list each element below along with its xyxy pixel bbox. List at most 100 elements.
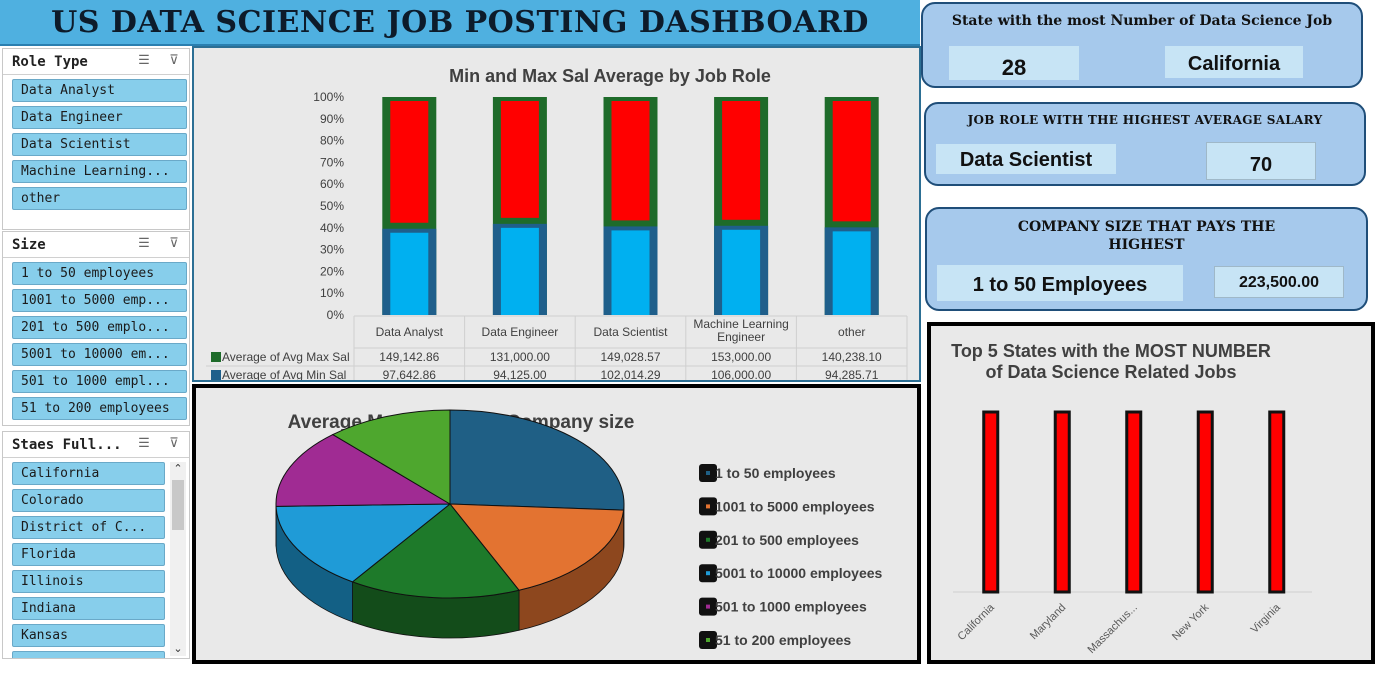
scroll-up-icon[interactable]: ⌃ bbox=[173, 463, 183, 475]
data-table-value: 149,142.86 bbox=[379, 350, 439, 364]
pie-slice bbox=[331, 409, 451, 505]
data-table-value: 131,000.00 bbox=[490, 350, 550, 364]
x-category-label: Data Scientist bbox=[593, 325, 668, 339]
slicer-item-colorado[interactable]: Colorado bbox=[12, 489, 165, 512]
slicer-title: Staes Full... bbox=[12, 437, 122, 453]
x-category-label: New York bbox=[1170, 601, 1212, 643]
state-bar bbox=[982, 410, 1000, 594]
slicer-header: Role Type ☰ ⊽ bbox=[3, 49, 189, 75]
legend-label: 1 to 50 employees bbox=[715, 465, 836, 481]
legend-label: 1001 to 5000 employees bbox=[715, 498, 875, 514]
slicer-title: Size bbox=[12, 237, 46, 253]
clear-filter-icon[interactable]: ⊽ bbox=[169, 236, 179, 251]
slicer-item-partial[interactable] bbox=[12, 651, 165, 658]
legend-swatch bbox=[211, 370, 221, 380]
slicer-item-data-analyst[interactable]: Data Analyst bbox=[12, 79, 187, 102]
y-tick-label: 10% bbox=[320, 286, 344, 300]
y-tick-label: 60% bbox=[320, 177, 344, 191]
bar-max-sal bbox=[832, 101, 871, 222]
multi-select-icon[interactable]: ☰ bbox=[138, 236, 150, 251]
data-table-value: 140,238.10 bbox=[822, 350, 882, 364]
clear-filter-icon[interactable]: ⊽ bbox=[169, 53, 179, 68]
scroll-down-icon[interactable]: ⌄ bbox=[173, 643, 183, 655]
y-tick-label: 0% bbox=[327, 308, 345, 322]
bar-max-sal bbox=[390, 101, 429, 223]
title-bar: US DATA SCIENCE JOB POSTING DASHBOARD bbox=[0, 0, 920, 46]
y-tick-label: 20% bbox=[320, 264, 344, 278]
slicer-item-indiana[interactable]: Indiana bbox=[12, 597, 165, 620]
data-table-value: 94,125.00 bbox=[493, 368, 547, 380]
slicer-item-illinois[interactable]: Illinois bbox=[12, 570, 165, 593]
slicer-item-other[interactable]: other bbox=[12, 187, 187, 210]
slicer-item-district-of-columbia[interactable]: District of C... bbox=[12, 516, 165, 539]
slicer-item-florida[interactable]: Florida bbox=[12, 543, 165, 566]
pie-slice bbox=[275, 503, 452, 583]
states-slicer: Staes Full... ☰ ⊽ California Colorado Di… bbox=[2, 431, 190, 659]
data-table-value: 106,000.00 bbox=[711, 368, 771, 380]
clear-filter-icon[interactable]: ⊽ bbox=[169, 436, 179, 451]
slicer-item-data-scientist[interactable]: Data Scientist bbox=[12, 133, 187, 156]
scroll-thumb[interactable] bbox=[172, 480, 184, 530]
x-category-label: California bbox=[956, 601, 998, 643]
legend-swatch bbox=[706, 638, 710, 642]
kpi-company-value: 223,500.00 bbox=[1214, 266, 1344, 298]
kpi-card-state: State with the most Number of Data Scien… bbox=[921, 2, 1363, 88]
series-name: Average of Avg Max Sal bbox=[222, 350, 350, 364]
kpi-role-name: Data Scientist bbox=[936, 144, 1116, 174]
slicer-item-size-1-50[interactable]: 1 to 50 employees bbox=[12, 262, 187, 285]
kpi-state-name: California bbox=[1165, 46, 1303, 78]
legend-label: 501 to 1000 employees bbox=[715, 599, 867, 615]
min-max-salary-svg: Min and Max Sal Average by Job Role 0% 10%… bbox=[206, 66, 908, 385]
x-category-label: Data Analyst bbox=[376, 325, 444, 339]
legend-swatch bbox=[706, 504, 710, 509]
x-category-label: Massachus... bbox=[1086, 602, 1140, 656]
slicer-item-machine-learning[interactable]: Machine Learning... bbox=[12, 160, 187, 183]
slicer-item-size-201-500[interactable]: 201 to 500 emplo... bbox=[12, 316, 187, 339]
slicer-item-size-5001-10000[interactable]: 5001 to 10000 em... bbox=[12, 343, 187, 366]
slicer-item-size-1001-5000[interactable]: 1001 to 5000 emp... bbox=[12, 289, 187, 312]
top-states-chart[interactable]: Top 5 States with the MOST NUMBER of Data… bbox=[927, 322, 1375, 664]
legend-swatch bbox=[211, 352, 221, 362]
slicer-header: Size ☰ ⊽ bbox=[3, 232, 189, 258]
data-table-value: 94,285.71 bbox=[825, 368, 879, 380]
size-slicer: Size ☰ ⊽ 1 to 50 employees 1001 to 5000 … bbox=[2, 231, 190, 426]
legend-label: 51 to 200 employees bbox=[715, 632, 851, 648]
x-category-label: Maryland bbox=[1028, 602, 1068, 642]
bar-min-sal bbox=[611, 230, 650, 315]
slicer-scrollbar[interactable]: ⌃ ⌄ bbox=[170, 462, 186, 656]
kpi-company-title: COMPANY SIZE THAT PAYS THE HIGHEST bbox=[1017, 219, 1276, 253]
y-tick-label: 70% bbox=[320, 155, 344, 169]
y-tick-label: 50% bbox=[320, 199, 344, 213]
state-bar bbox=[1125, 410, 1143, 594]
multi-select-icon[interactable]: ☰ bbox=[138, 53, 150, 68]
pie-slice bbox=[275, 433, 452, 507]
bar-max-sal bbox=[500, 101, 539, 218]
slicer-item-kansas[interactable]: Kansas bbox=[12, 624, 165, 647]
bar-min-sal bbox=[500, 227, 539, 315]
state-bar bbox=[1268, 410, 1286, 594]
y-tick-label: 90% bbox=[320, 112, 344, 126]
data-table-value: 102,014.29 bbox=[600, 368, 660, 380]
x-category-label: Engineer bbox=[717, 330, 765, 344]
data-table-value: 97,642.86 bbox=[383, 368, 437, 380]
x-category-label: other bbox=[838, 325, 865, 339]
state-bar bbox=[1196, 410, 1214, 594]
bar-max-sal bbox=[722, 101, 761, 220]
slicer-title: Role Type bbox=[12, 54, 88, 70]
slicer-item-size-51-200[interactable]: 51 to 200 employees bbox=[12, 397, 187, 420]
min-max-salary-chart[interactable]: Min and Max Sal Average by Job Role 0% 10%… bbox=[192, 46, 921, 385]
kpi-role-value: 70 bbox=[1206, 142, 1316, 180]
bar-min-sal bbox=[722, 229, 761, 315]
legend-label: 201 to 500 employees bbox=[715, 532, 859, 548]
slicer-item-size-501-1000[interactable]: 501 to 1000 empl... bbox=[12, 370, 187, 393]
multi-select-icon[interactable]: ☰ bbox=[138, 436, 150, 451]
kpi-role-title: JOB ROLE WITH THE HIGHEST AVERAGE SALARY bbox=[967, 113, 1323, 127]
slicer-item-data-engineer[interactable]: Data Engineer bbox=[12, 106, 187, 129]
chart-title: Min and Max Sal Average by Job Role bbox=[449, 66, 771, 86]
slicer-item-california[interactable]: California bbox=[12, 462, 165, 485]
y-tick-label: 40% bbox=[320, 221, 344, 235]
kpi-state-count: 28 bbox=[949, 46, 1079, 80]
chart-title: of Data Science Related Jobs bbox=[985, 362, 1236, 382]
